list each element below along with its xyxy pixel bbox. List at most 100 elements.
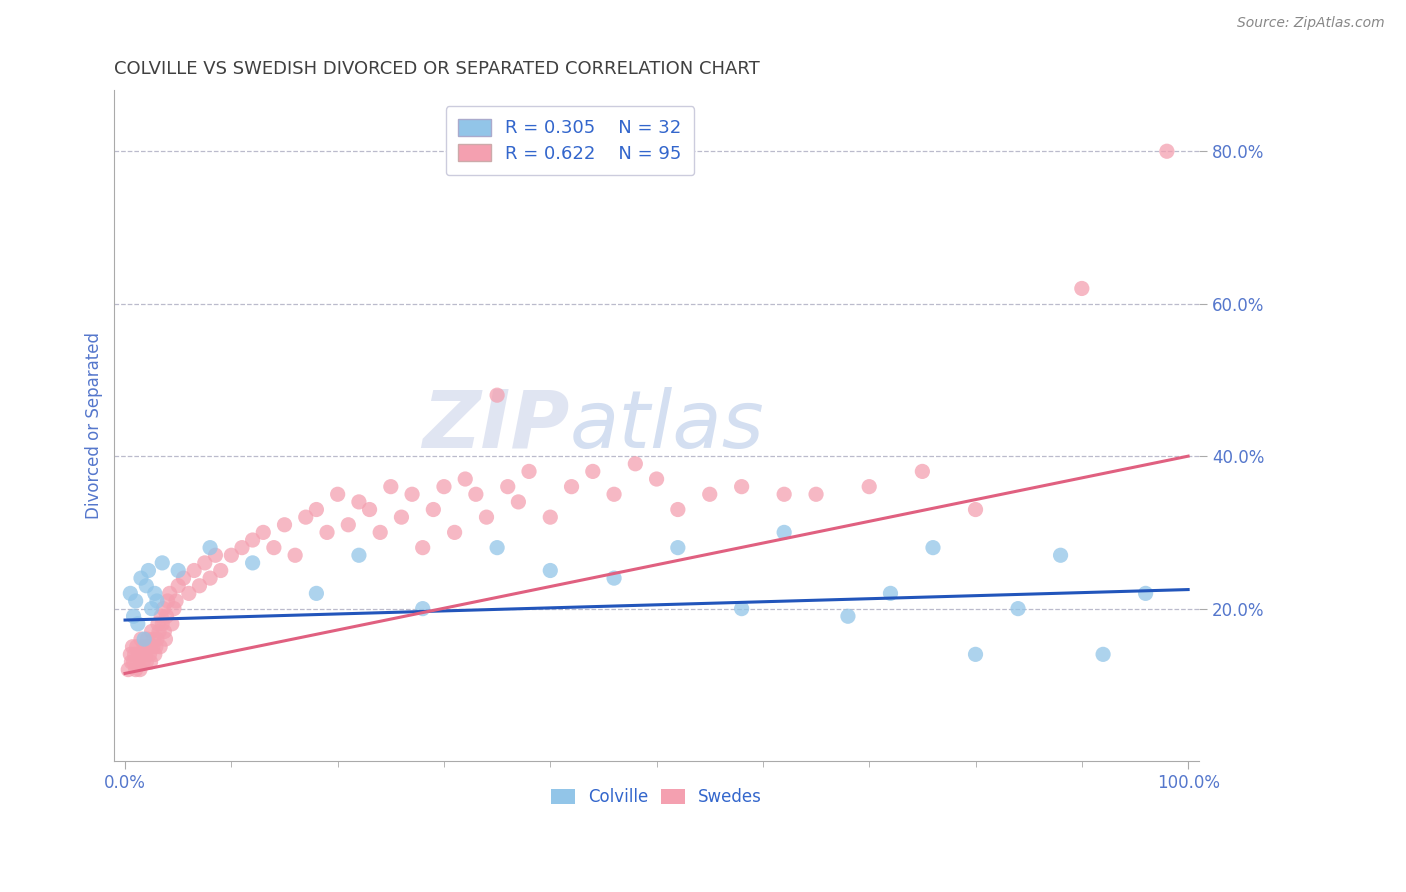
Point	[858, 480, 880, 494]
Point	[305, 502, 328, 516]
Point	[486, 388, 509, 402]
Point	[134, 632, 156, 646]
Point	[135, 655, 157, 669]
Point	[139, 655, 162, 669]
Point	[486, 541, 509, 555]
Point	[645, 472, 668, 486]
Point	[152, 601, 174, 615]
Point	[143, 586, 166, 600]
Point	[146, 594, 169, 608]
Point	[1135, 586, 1157, 600]
Point	[209, 564, 232, 578]
Point	[326, 487, 349, 501]
Point	[922, 541, 945, 555]
Point	[129, 571, 152, 585]
Point	[138, 564, 160, 578]
Point	[965, 648, 987, 662]
Point	[730, 480, 752, 494]
Point	[337, 517, 360, 532]
Point	[1070, 281, 1092, 295]
Point	[204, 548, 226, 562]
Point	[117, 663, 139, 677]
Point	[294, 510, 316, 524]
Point	[582, 464, 605, 478]
Point	[412, 601, 434, 615]
Point	[167, 579, 190, 593]
Point	[127, 655, 149, 669]
Point	[153, 624, 176, 639]
Point	[148, 624, 170, 639]
Point	[143, 648, 166, 662]
Point	[773, 487, 796, 501]
Point	[231, 541, 253, 555]
Point	[155, 609, 177, 624]
Point	[127, 616, 149, 631]
Point	[125, 640, 148, 654]
Point	[837, 609, 859, 624]
Point	[150, 616, 173, 631]
Point	[454, 472, 477, 486]
Point	[422, 502, 444, 516]
Point	[163, 601, 186, 615]
Point	[120, 655, 142, 669]
Point	[359, 502, 381, 516]
Point	[124, 663, 146, 677]
Point	[517, 464, 540, 478]
Point	[124, 648, 146, 662]
Point	[773, 525, 796, 540]
Text: atlas: atlas	[569, 386, 765, 465]
Point	[128, 648, 150, 662]
Point	[538, 510, 561, 524]
Point	[146, 616, 169, 631]
Point	[561, 480, 583, 494]
Point	[150, 556, 173, 570]
Point	[666, 541, 689, 555]
Point	[134, 640, 156, 654]
Point	[284, 548, 307, 562]
Point	[136, 632, 159, 646]
Point	[142, 640, 165, 654]
Point	[730, 601, 752, 615]
Point	[804, 487, 827, 501]
Point	[165, 594, 187, 608]
Point	[624, 457, 647, 471]
Point	[177, 586, 200, 600]
Point	[160, 616, 183, 631]
Point	[156, 594, 179, 608]
Point	[1049, 548, 1071, 562]
Point	[124, 594, 146, 608]
Point	[159, 586, 181, 600]
Point	[194, 556, 217, 570]
Point	[273, 517, 295, 532]
Point	[155, 632, 177, 646]
Point	[122, 609, 145, 624]
Point	[305, 586, 328, 600]
Point	[368, 525, 391, 540]
Point	[129, 663, 152, 677]
Point	[131, 648, 153, 662]
Point	[221, 548, 243, 562]
Point	[603, 571, 626, 585]
Point	[141, 624, 163, 639]
Point	[879, 586, 901, 600]
Point	[433, 480, 456, 494]
Point	[122, 655, 145, 669]
Point	[129, 632, 152, 646]
Point	[132, 655, 155, 669]
Point	[145, 640, 167, 654]
Point	[167, 564, 190, 578]
Point	[464, 487, 486, 501]
Point	[142, 632, 165, 646]
Point	[263, 541, 285, 555]
Point	[146, 632, 169, 646]
Point	[391, 510, 413, 524]
Text: COLVILLE VS SWEDISH DIVORCED OR SEPARATED CORRELATION CHART: COLVILLE VS SWEDISH DIVORCED OR SEPARATE…	[114, 60, 761, 78]
Point	[121, 640, 143, 654]
Point	[911, 464, 934, 478]
Point	[508, 495, 530, 509]
Point	[603, 487, 626, 501]
Point	[198, 571, 221, 585]
Point	[401, 487, 423, 501]
Point	[1156, 145, 1178, 159]
Point	[347, 495, 370, 509]
